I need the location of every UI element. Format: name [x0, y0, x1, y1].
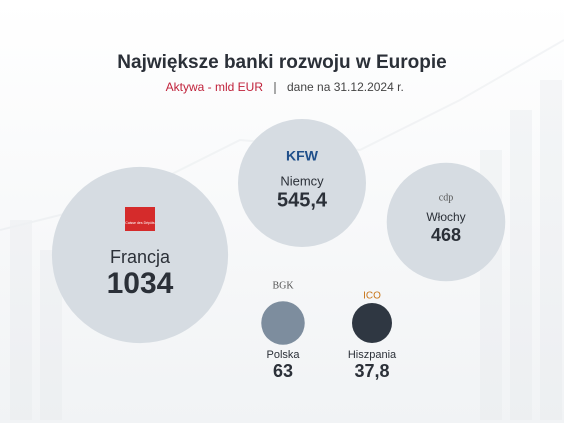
bubble: [51, 166, 229, 344]
value-label: 63: [273, 361, 293, 381]
value-label: 1034: [107, 267, 174, 300]
chart-subtitle: Aktywa - mld EUR: [166, 80, 264, 94]
logo-mark: [125, 207, 155, 231]
category-label: Włochy: [426, 210, 465, 224]
background-decoration: [0, 39, 564, 420]
logo: ICO: [363, 291, 381, 302]
category-label: Polska: [266, 349, 300, 361]
category-label: Francja: [110, 247, 171, 267]
category-label: Niemcy: [280, 173, 324, 188]
value-label: 545,4: [277, 189, 328, 211]
chart-note: dane na 31.12.2024 r.: [287, 80, 404, 94]
bubble: [238, 119, 366, 247]
logo: cdp: [439, 192, 453, 203]
chart-title: Największe banki rozwoju w Europie: [117, 52, 446, 73]
bubble: [352, 303, 392, 343]
logo: BGK: [272, 280, 294, 291]
value-label: 468: [431, 225, 461, 245]
category-label: Hiszpania: [348, 349, 397, 361]
value-label: 37,8: [354, 361, 389, 381]
logo: Caisse des Dépôts: [125, 221, 155, 225]
logo: KFW: [286, 148, 319, 164]
bubble: [386, 162, 506, 282]
bubble: [261, 301, 305, 345]
